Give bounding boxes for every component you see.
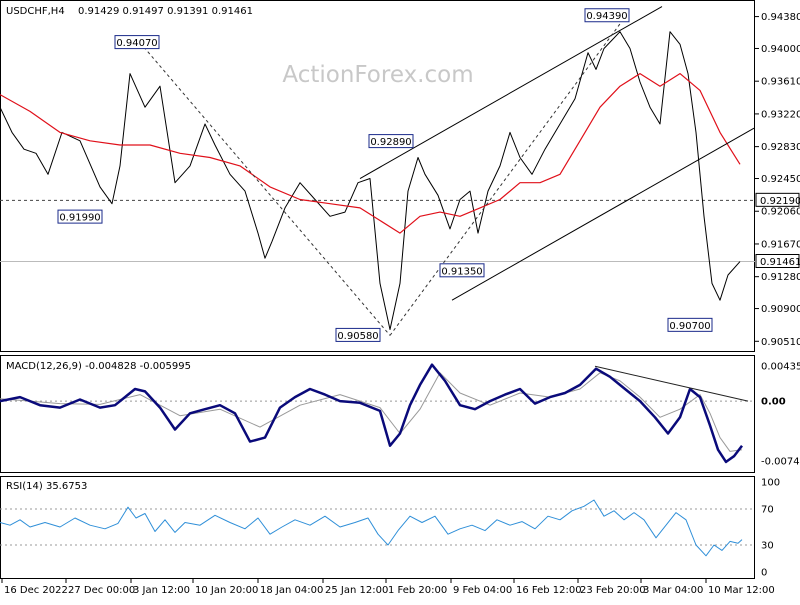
annotation-6-box	[667, 317, 713, 332]
ohlc-header: 0.91429 0.91497 0.91391 0.91461	[78, 6, 253, 17]
annotation-0-box	[57, 209, 103, 224]
x-tick-label-8: 16 Feb 12:00	[516, 585, 582, 596]
annotation-5-label: 0.94390	[586, 11, 627, 22]
rsi-label: RSI(14) 35.6753	[6, 481, 87, 492]
series-layer	[0, 31, 743, 557]
macd-trend-line	[594, 365, 749, 402]
annotation-2-label: 0.92890	[370, 137, 411, 148]
x-tick-label-4: 18 Jan 04:00	[260, 585, 323, 596]
price-panel-frame	[0, 0, 755, 352]
price-tick-label-7: 0.91670	[761, 239, 800, 250]
x-tick-label-5: 25 Jan 12:00	[325, 585, 388, 596]
watermark: ActionForex.com	[282, 62, 473, 88]
axis-layer: 0.94380 0.94000 0.93610 0.93220 0.92830 0.924…	[1, 12, 800, 596]
price-tick-label-5: 0.92450	[761, 174, 800, 185]
x-tick-label-0: 16 Dec 2022	[4, 585, 68, 596]
chart-symbol: USDCHF,H4	[6, 6, 65, 17]
x-tick-label-9: 23 Feb 20:00	[580, 585, 646, 596]
price-tick-label-6: 0.92060	[761, 207, 800, 218]
macd-panel-frame	[0, 355, 755, 473]
macd-tick-label-2: -0.007417	[761, 457, 800, 468]
current-axis-label: 0.91461	[760, 257, 800, 268]
price-tick-label-0: 0.94380	[761, 12, 800, 23]
rsi-panel-frame	[0, 476, 755, 579]
level-axis-label: 0.92190	[760, 196, 800, 207]
price-line	[0, 31, 741, 330]
annotation-5-box	[584, 8, 630, 23]
price-tick-label-8: 0.91280	[761, 272, 800, 283]
price-tick-label-1: 0.94000	[761, 44, 800, 55]
annotation-6-label: 0.90700	[669, 321, 710, 332]
x-tick-label-1: 27 Dec 00:00	[68, 585, 135, 596]
price-tick-label-2: 0.93610	[761, 77, 800, 88]
x-tick-label-6: 1 Feb 20:00	[388, 585, 447, 596]
x-tick-label-2: 3 Jan 12:00	[133, 585, 190, 596]
channel-lower-line	[451, 127, 755, 301]
annotation-layer: 0.91990 0.94070 0.92890 0.90580 0.91350 0.943…	[57, 6, 755, 402]
x-tick-label-3: 10 Jan 20:00	[195, 585, 258, 596]
price-tick-label-4: 0.92830	[761, 142, 800, 153]
annotation-3-label: 0.90580	[337, 331, 378, 342]
macd-signal-line	[0, 372, 743, 452]
rsi-tick-label-0: 100	[761, 478, 780, 489]
macd-tick-label-1: 0.00	[761, 397, 786, 408]
x-tick-label-7: 9 Feb 04:00	[453, 585, 512, 596]
current-axis-label-box	[755, 253, 800, 268]
panel-frames	[0, 0, 755, 579]
price-tick-label-9: 0.90900	[761, 304, 800, 315]
channel-upper-line	[359, 6, 663, 179]
annotation-1-box	[114, 35, 160, 50]
annotation-4-label: 0.91350	[441, 266, 482, 277]
annotation-1-label: 0.94070	[116, 38, 157, 49]
trend-dashed-up	[389, 15, 627, 336]
macd-tick-label-0: 0.004354	[761, 361, 800, 372]
annotation-2-box	[368, 134, 414, 149]
annotation-0-label: 0.91990	[59, 213, 100, 224]
moving-average-line	[0, 72, 741, 234]
price-tick-label-10: 0.90510	[761, 337, 800, 348]
rsi-tick-label-2: 30	[761, 541, 774, 552]
macd-label: MACD(12,26,9) -0.004828 -0.005995	[6, 361, 191, 372]
level-axis-label-box	[755, 192, 800, 207]
price-tick-label-3: 0.93220	[761, 109, 800, 120]
trend-dashed-down	[139, 42, 391, 336]
rsi-tick-label-1: 70	[761, 505, 774, 516]
annotation-3-box	[335, 327, 381, 342]
x-tick-label-11: 10 Mar 12:00	[708, 585, 775, 596]
x-tick-label-10: 3 Mar 04:00	[643, 585, 703, 596]
annotation-4-box	[439, 263, 485, 278]
rsi-tick-label-3: 0	[761, 568, 767, 579]
macd-line	[0, 363, 743, 464]
rsi-line	[0, 499, 743, 557]
